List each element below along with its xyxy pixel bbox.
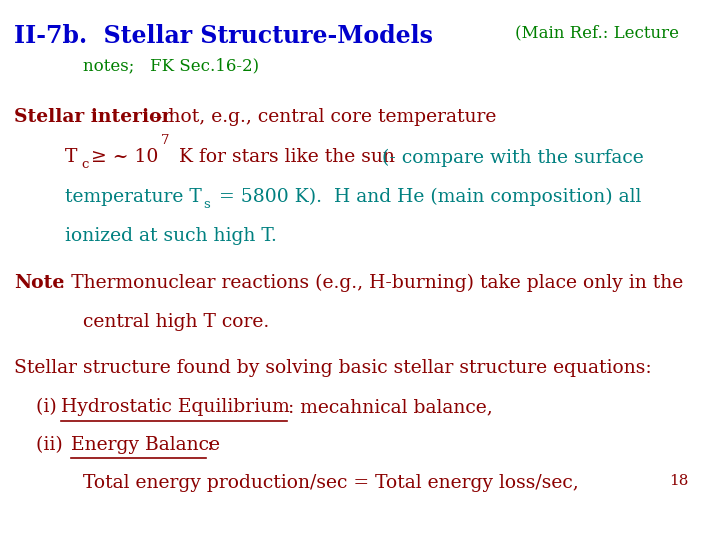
Text: Stellar interior: Stellar interior (14, 108, 172, 126)
Text: – hot, e.g., central core temperature: – hot, e.g., central core temperature (153, 108, 497, 126)
Text: central high T core.: central high T core. (83, 313, 269, 331)
Text: T: T (65, 148, 77, 166)
Text: Note: Note (14, 274, 65, 292)
Text: :: : (207, 436, 214, 454)
Text: (i): (i) (36, 398, 63, 416)
Text: 7: 7 (161, 134, 170, 147)
Text: Stellar structure found by solving basic stellar structure equations:: Stellar structure found by solving basic… (14, 359, 652, 377)
Text: : mecahnical balance,: : mecahnical balance, (288, 398, 492, 416)
Text: 18: 18 (670, 474, 689, 488)
Text: temperature T: temperature T (65, 188, 202, 206)
Text: c: c (81, 158, 89, 171)
Text: Total energy production/sec = Total energy loss/sec,: Total energy production/sec = Total ener… (83, 474, 579, 492)
Text: (ii): (ii) (36, 436, 68, 454)
Text: (- compare with the surface: (- compare with the surface (382, 148, 644, 167)
Text: Energy Balance: Energy Balance (71, 436, 220, 454)
Text: Hydrostatic Equilibrium: Hydrostatic Equilibrium (61, 398, 290, 416)
Text: (Main Ref.: Lecture: (Main Ref.: Lecture (515, 24, 679, 41)
Text: notes;   FK Sec.16-2): notes; FK Sec.16-2) (83, 58, 259, 75)
Text: = 5800 K).  H and He (main composition) all: = 5800 K). H and He (main composition) a… (213, 188, 642, 206)
Text: : Thermonuclear reactions (e.g., H-burning) take place only in the: : Thermonuclear reactions (e.g., H-burni… (59, 274, 683, 292)
Text: K for stars like the sun: K for stars like the sun (173, 148, 395, 166)
Text: ionized at such high T.: ionized at such high T. (65, 227, 276, 245)
Text: s: s (203, 198, 210, 211)
Text: II-7b.  Stellar Structure-Models: II-7b. Stellar Structure-Models (14, 24, 433, 48)
Text: ≥ ~ 10: ≥ ~ 10 (91, 148, 159, 166)
